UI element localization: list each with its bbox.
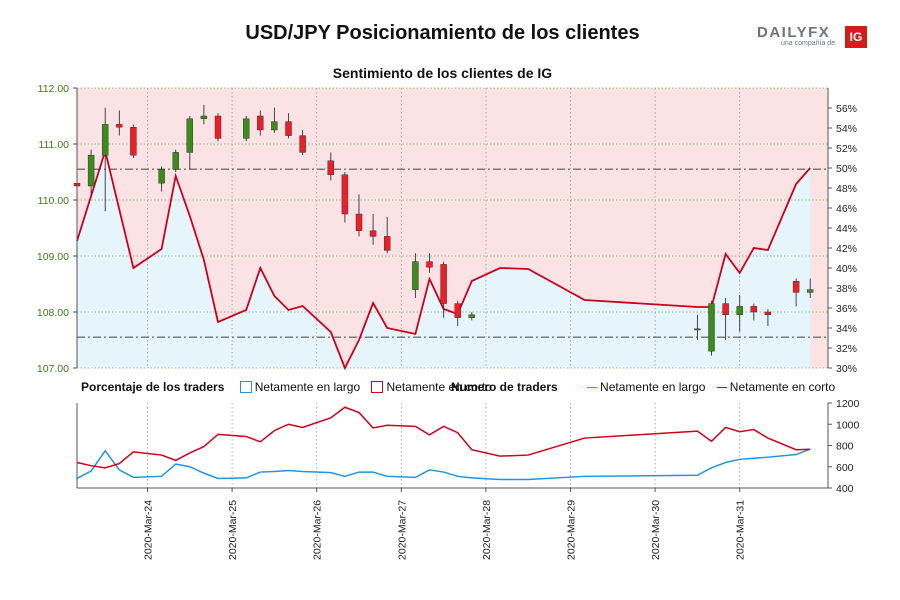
legend-pct-short-label: Netamente en corto [386,380,492,394]
date-tick-label: 2020-Mar-29 [566,500,578,560]
candle-body [384,236,391,251]
candle-body [130,126,137,156]
candle-body [355,213,363,231]
chart-subtitle: Sentimiento de los clientes de IG [332,65,553,81]
legend-percentage: Porcentaje de los traders Netamente en l… [81,380,492,394]
ig-logo-icon: IG [845,26,867,48]
legend-num-long: Netamente en largo [587,380,705,394]
candle-body [271,121,278,131]
legend-num-long-label: Netamente en largo [600,380,706,394]
candle-body [708,303,715,352]
price-tick-label: 107.00 [37,363,69,375]
price-tick-label: 109.00 [37,251,69,263]
sentiment-tick-label: 48% [836,183,857,195]
sentiment-tick-label: 44% [836,223,857,235]
legend-pct-short: Netamente en corto [371,380,492,394]
candle-body [792,281,800,293]
price-tick-label: 111.00 [38,139,69,151]
date-tick-label: 2020-Mar-26 [312,500,324,560]
candle-body [299,135,306,153]
date-tick-label: 2020-Mar-27 [396,500,408,560]
sentiment-tick-label: 30% [836,363,857,375]
legend-num-short-label: Netamente en corto [729,380,836,394]
sentiment-tick-label: 38% [836,283,857,295]
traders-long-line [76,448,811,481]
net-short-percentage-line [76,147,811,371]
legend-num-title: Numero de traders [451,380,558,394]
candle-body [369,230,377,237]
candle-body [468,314,475,318]
date-tick-label: 2020-Mar-31 [735,500,747,560]
legend-num-short: Netamente en corto [716,380,836,394]
candle-body [750,306,757,313]
logo-tagline: una compañía de [781,40,836,47]
candle-body [87,154,95,187]
traders-tick-label: 800 [836,441,854,453]
candle-body [694,328,701,331]
candle-body [116,124,123,128]
long-box-icon [239,381,252,393]
chart-title: USD/JPY Posicionamiento de los clientes [245,22,640,44]
legend-pct-title: Porcentaje de los traders [81,380,225,394]
sentiment-tick-label: 32% [836,343,857,355]
date-tick-label: 2020-Mar-25 [227,500,239,560]
candle-body [341,174,349,215]
candle-body [242,118,250,139]
candle-body [440,264,447,304]
candle-body [327,160,334,176]
short-box-icon [371,381,384,393]
sentiment-tick-label: 50% [836,163,857,175]
candle-body [764,311,772,315]
candle-body [807,289,814,293]
candle-body [285,121,292,136]
candle-body [454,303,461,318]
candle-body [426,261,433,268]
traders-tick-label: 1000 [836,419,860,431]
candle-body [172,152,179,170]
sentiment-tick-label: 46% [836,203,857,215]
logo-brand: DAILYFX [757,24,831,41]
long-line-icon [587,387,598,388]
candle-body [101,124,109,156]
date-tick-label: 2020-Mar-30 [650,500,662,560]
candle-body [736,306,743,315]
candle-body [412,261,419,290]
legend-number: Numero de traders Netamente en largo Net… [451,380,835,394]
long-area-fill [77,151,811,368]
legend-pct-long-label: Netamente en largo [254,380,361,394]
traders-tick-label: 400 [836,483,854,495]
candle-body [257,115,264,131]
sentiment-tick-label: 54% [836,123,857,135]
short-line-icon [716,387,727,388]
sentiment-tick-label: 42% [836,243,857,255]
traders-tick-label: 1200 [836,398,860,410]
candle-body [186,118,194,153]
price-tick-label: 108.00 [37,307,69,319]
candle-body [158,168,165,184]
dailyfx-logo: DAILYFX una compañía de IG [757,24,867,50]
price-tick-label: 110.00 [38,195,69,207]
sentiment-tick-label: 52% [836,143,857,155]
price-tick-label: 112.00 [38,83,69,95]
sentiment-tick-label: 56% [836,103,857,115]
sentiment-tick-label: 40% [836,263,857,275]
date-tick-label: 2020-Mar-24 [143,500,155,560]
sentiment-tick-label: 34% [836,323,857,335]
sentiment-tick-label: 36% [836,303,857,315]
date-tick-label: 2020-Mar-28 [481,500,493,560]
candle-body [200,115,208,119]
traders-short-line [76,406,811,469]
candle-body [722,303,729,316]
traders-tick-label: 600 [836,462,854,474]
legend-pct-long: Netamente en largo [239,380,361,394]
candle-body [214,115,222,139]
